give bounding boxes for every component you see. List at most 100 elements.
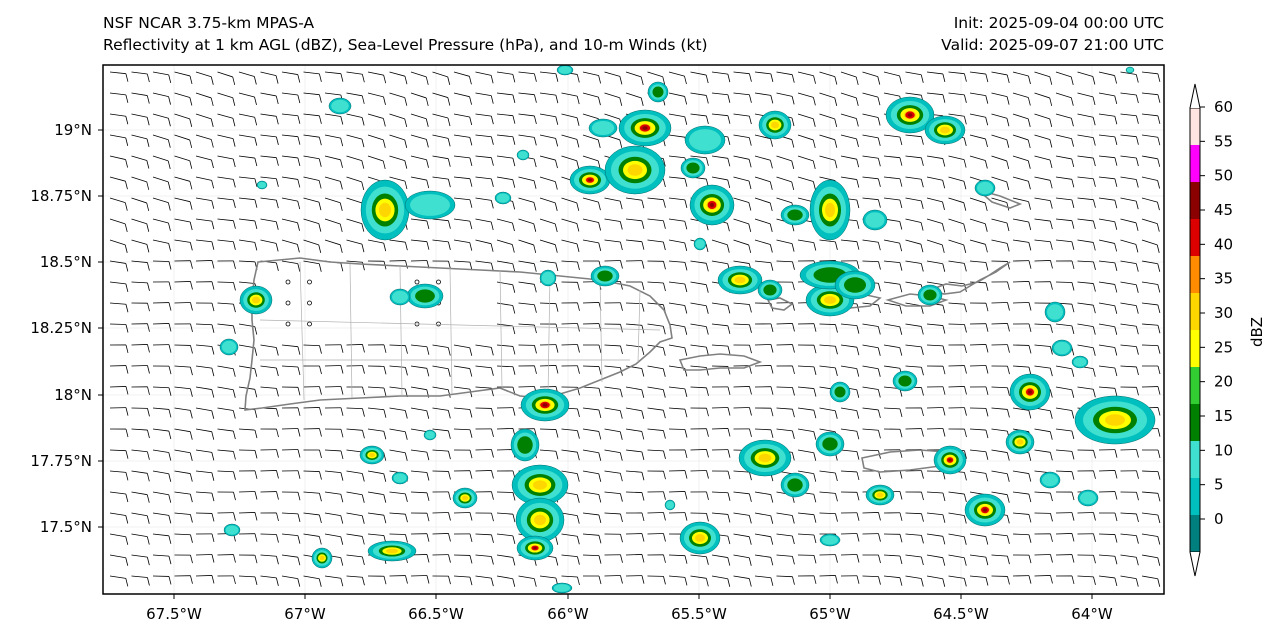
colorbar-segment bbox=[1190, 219, 1200, 256]
storm-cell-core bbox=[642, 126, 648, 130]
colorbar-segment bbox=[1190, 330, 1200, 367]
dbz-colorbar: 0 5 10 15 20 25 30 35 40 45 50 55 60 dBZ bbox=[1189, 83, 1266, 577]
storm-cell-core bbox=[542, 403, 548, 407]
storm-cell-core bbox=[977, 181, 993, 195]
storm-cell-core bbox=[386, 548, 398, 554]
storm-cell-core bbox=[541, 271, 555, 285]
storm-cell-core bbox=[258, 181, 266, 189]
colorbar-segment bbox=[1190, 182, 1200, 219]
lon-label: 67.5°W bbox=[146, 605, 202, 623]
storm-cell-core bbox=[898, 375, 912, 387]
tortola-coast bbox=[927, 261, 1011, 295]
storm-cell-core bbox=[554, 584, 570, 592]
storm-cell-core bbox=[379, 202, 391, 218]
storm-cell-core bbox=[709, 203, 715, 207]
storm-cell-core bbox=[252, 296, 260, 304]
lon-label: 65.5°W bbox=[671, 605, 727, 623]
colorbar-tick-label: 60 bbox=[1214, 98, 1233, 116]
colorbar-segment bbox=[1190, 256, 1200, 293]
colorbar-segment bbox=[1190, 404, 1200, 441]
storm-cell-core bbox=[940, 126, 950, 134]
storm-cell-core bbox=[517, 436, 533, 454]
storm-cell-core bbox=[425, 431, 435, 439]
storm-cell-core bbox=[758, 453, 772, 463]
anegada-coast bbox=[977, 189, 1023, 209]
storm-cell-core bbox=[221, 340, 237, 354]
lon-label: 67°W bbox=[284, 605, 326, 623]
puerto-rico-coast bbox=[244, 257, 673, 411]
storm-cell-core bbox=[369, 452, 375, 458]
lat-label: 17.5°N bbox=[40, 518, 92, 536]
vieques-coast bbox=[678, 353, 763, 371]
colorbar-segment bbox=[1190, 478, 1200, 515]
lat-label: 17.75°N bbox=[30, 452, 92, 470]
colorbar-segment bbox=[1190, 108, 1200, 145]
storm-cell-core bbox=[652, 86, 664, 98]
storm-cell-core bbox=[689, 129, 721, 151]
lon-label: 66°W bbox=[547, 605, 589, 623]
storm-cell-core bbox=[771, 121, 779, 129]
colorbar-tick-label: 50 bbox=[1214, 167, 1233, 185]
storm-cell-core bbox=[787, 478, 803, 492]
storm-cell-core bbox=[225, 525, 239, 535]
map-title: NSF NCAR 3.75-km MPAS-A Reflectivity at … bbox=[103, 12, 708, 56]
st-john-coast bbox=[885, 293, 949, 307]
colorbar-tick-label: 20 bbox=[1214, 373, 1233, 391]
storm-cell-core bbox=[787, 209, 803, 221]
colorbar-tick-label: 45 bbox=[1214, 201, 1233, 219]
colorbar-tick-label: 30 bbox=[1214, 304, 1233, 322]
init-time: Init: 2025-09-04 00:00 UTC bbox=[953, 14, 1164, 32]
storm-cell-core bbox=[319, 555, 325, 561]
lat-label: 18.5°N bbox=[40, 253, 92, 271]
storm-cell-core bbox=[923, 289, 937, 301]
storm-cell-core bbox=[518, 151, 528, 159]
storm-cell-core bbox=[1054, 341, 1070, 355]
storm-cell-core bbox=[393, 473, 407, 483]
storm-cell-core bbox=[462, 495, 468, 501]
colorbar-tick-label: 40 bbox=[1214, 235, 1233, 253]
storm-cell-core bbox=[865, 212, 885, 228]
storm-cell-core bbox=[1126, 67, 1134, 73]
wind-barbs bbox=[109, 71, 1164, 587]
storm-cell-core bbox=[763, 284, 777, 296]
reflectivity-cells bbox=[219, 65, 1156, 594]
storm-cell-core bbox=[1028, 390, 1032, 394]
storm-cell-core bbox=[983, 508, 987, 512]
colorbar-tick-label: 5 bbox=[1214, 476, 1224, 494]
storm-cell-core bbox=[1080, 491, 1096, 505]
colorbar-segment bbox=[1190, 441, 1200, 478]
colorbar-extend-top bbox=[1189, 83, 1201, 109]
storm-cell-core bbox=[822, 535, 838, 545]
colorbar-tick-label: 0 bbox=[1214, 510, 1224, 528]
storm-cell-core bbox=[1073, 357, 1087, 367]
storm-cell-core bbox=[533, 480, 547, 490]
storm-cell-core bbox=[1016, 439, 1024, 445]
storm-cell-core bbox=[824, 296, 836, 304]
storm-cell-core bbox=[844, 277, 866, 293]
colorbar-tick-label: 35 bbox=[1214, 270, 1233, 288]
field-description: Reflectivity at 1 km AGL (dBZ), Sea-Leve… bbox=[103, 36, 708, 54]
municipal-borders bbox=[259, 261, 661, 401]
lat-label: 18°N bbox=[54, 386, 92, 404]
colorbar-extend-bottom bbox=[1189, 551, 1201, 577]
lon-label: 66.5°W bbox=[408, 605, 464, 623]
colorbar-label: dBZ bbox=[1248, 317, 1266, 347]
map-axes: 67.5°W 67°W 66.5°W 66°W 65.5°W 65°W 64.5°W 64°W… bbox=[30, 121, 1113, 623]
culebra-coast bbox=[766, 297, 794, 311]
storm-cell-core bbox=[1047, 304, 1063, 320]
storm-cell-core bbox=[686, 162, 700, 174]
colorbar-segment bbox=[1190, 367, 1200, 404]
storm-cell-core bbox=[331, 99, 349, 113]
colorbar-tick-label: 55 bbox=[1214, 132, 1233, 150]
valid-time: Valid: 2025-09-07 21:00 UTC bbox=[941, 36, 1164, 54]
lat-label: 18.75°N bbox=[30, 187, 92, 205]
storm-cell-core bbox=[392, 290, 408, 304]
lon-label: 64.5°W bbox=[933, 605, 989, 623]
coastlines bbox=[244, 189, 1023, 473]
lon-label: 64°W bbox=[1071, 605, 1113, 623]
storm-cell-core bbox=[627, 164, 643, 176]
colorbar-segment bbox=[1190, 515, 1200, 552]
lat-label: 19°N bbox=[54, 121, 92, 139]
time-info: Init: 2025-09-04 00:00 UTC Valid: 2025-0… bbox=[941, 12, 1164, 56]
